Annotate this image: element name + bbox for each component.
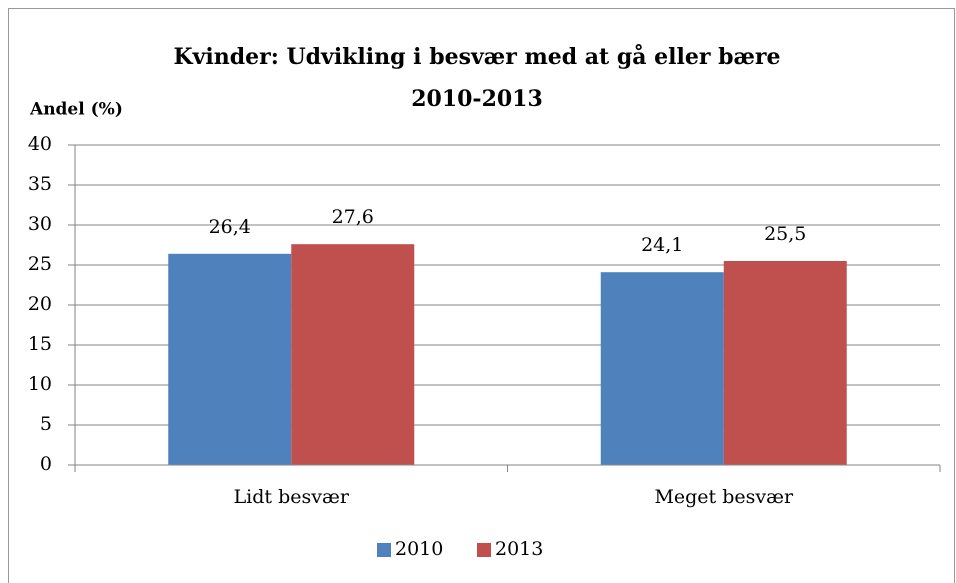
legend-swatch — [377, 543, 391, 557]
bar — [723, 261, 847, 465]
legend-label: 2013 — [495, 538, 543, 560]
data-label: 26,4 — [209, 216, 251, 238]
chart-title: Kvinder: Udvikling i besvær med at gå el… — [173, 44, 780, 70]
legend-swatch — [477, 543, 491, 557]
y-tick-label: 20 — [28, 293, 52, 315]
data-label: 24,1 — [641, 234, 683, 256]
y-tick-label: 0 — [40, 453, 52, 475]
y-tick-label: 40 — [28, 133, 52, 155]
y-tick-label: 10 — [28, 373, 52, 395]
bar — [600, 272, 724, 465]
data-label: 25,5 — [764, 223, 806, 245]
data-label: 27,6 — [332, 206, 374, 228]
y-tick-label: 5 — [40, 413, 52, 435]
x-tick-label: Lidt besvær — [234, 486, 350, 508]
y-tick-label: 30 — [28, 213, 52, 235]
legend-label: 2010 — [395, 538, 443, 560]
y-axis-label: Andel (%) — [29, 100, 123, 120]
y-tick-label: 35 — [28, 173, 52, 195]
bar — [168, 253, 292, 465]
bar — [291, 244, 415, 465]
y-tick-label: 25 — [28, 253, 52, 275]
y-tick-label: 15 — [28, 333, 52, 355]
chart-subtitle: 2010-2013 — [411, 86, 543, 112]
x-tick-label: Meget besvær — [654, 486, 794, 508]
